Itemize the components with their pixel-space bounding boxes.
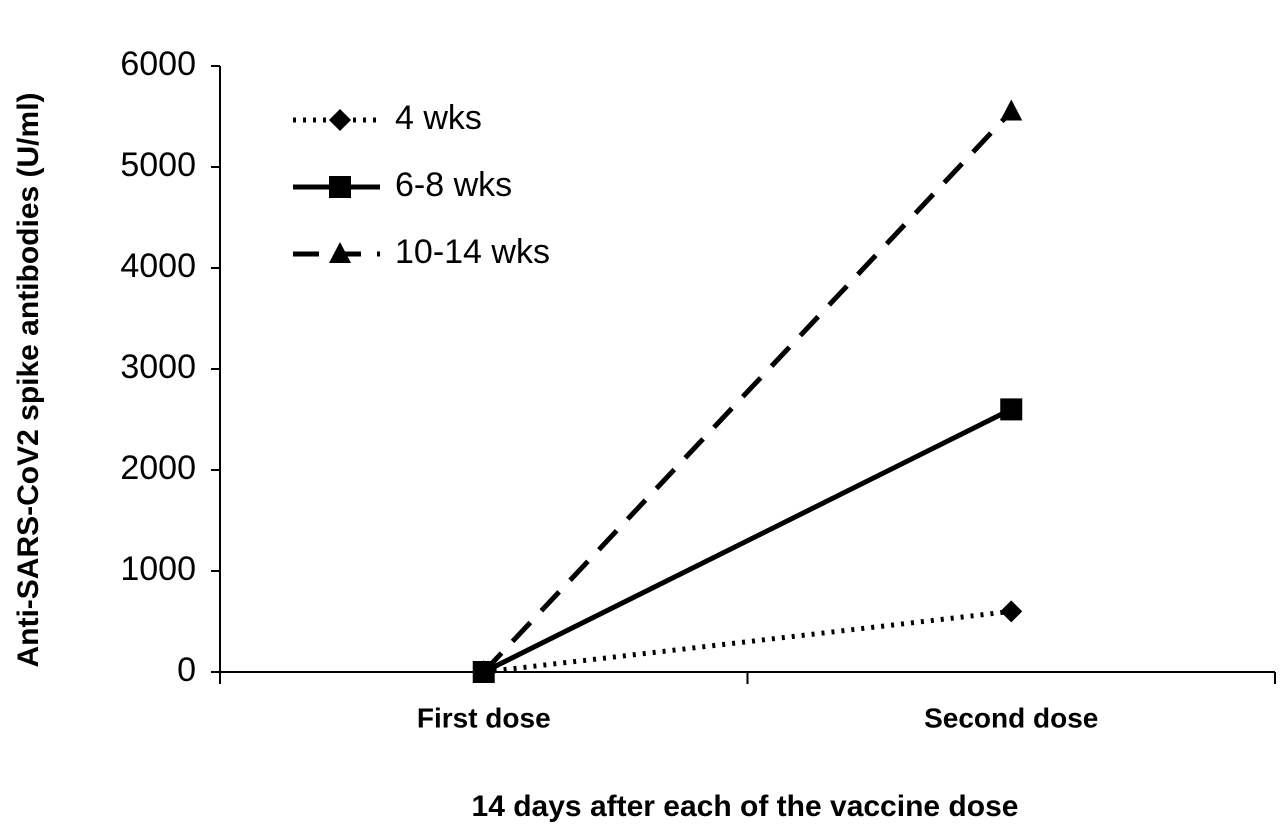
legend-label: 6-8 wks xyxy=(395,166,512,204)
y-axis-title: Anti-SARS-CoV2 spike antibodies (U/ml) xyxy=(12,92,45,667)
legend-label: 4 wks xyxy=(395,99,482,137)
marker xyxy=(1000,600,1023,623)
marker xyxy=(329,176,351,198)
marker xyxy=(329,109,351,131)
y-tick-label: 4000 xyxy=(120,247,196,285)
marker xyxy=(472,660,495,681)
y-tick-label: 3000 xyxy=(120,348,196,386)
y-tick-label: 6000 xyxy=(120,45,196,83)
series-line xyxy=(482,407,1013,675)
marker xyxy=(1000,398,1023,421)
y-tick-label: 0 xyxy=(177,651,196,689)
series-line xyxy=(483,608,1012,675)
x-tick-label: First dose xyxy=(417,702,551,733)
x-axis-title: 14 days after each of the vaccine dose xyxy=(472,790,1019,823)
marker xyxy=(1000,99,1023,121)
y-tick-label: 2000 xyxy=(120,449,196,487)
marker xyxy=(329,242,351,263)
y-tick-label: 1000 xyxy=(120,550,196,588)
series-line xyxy=(481,109,1014,674)
y-tick-label: 5000 xyxy=(120,146,196,184)
x-tick-label: Second dose xyxy=(924,702,1098,733)
legend-label: 10-14 wks xyxy=(395,233,550,271)
